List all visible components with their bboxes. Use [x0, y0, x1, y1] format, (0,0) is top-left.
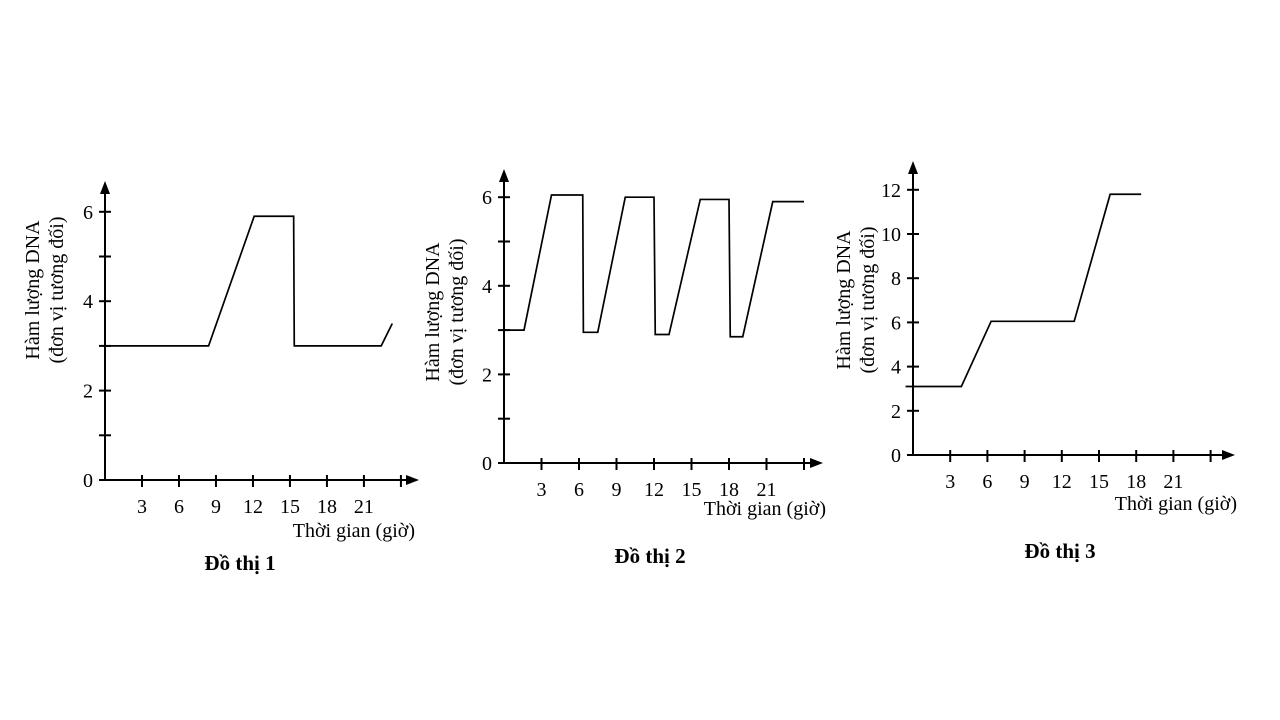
x-tick-label: 3	[945, 471, 955, 493]
y-tick-label: 4	[482, 276, 492, 298]
chart-title: Đồ thị 1	[204, 551, 276, 575]
x-tick-label: 18	[719, 479, 739, 501]
y-axis-title: Hàm lượng DNA (đơn vị tương đối)	[421, 239, 469, 386]
x-tick-label: 12	[1052, 471, 1072, 493]
x-tick-label: 12	[644, 479, 664, 501]
y-tick-label: 6	[891, 312, 901, 334]
y-tick-label: 0	[482, 453, 492, 475]
y-axis-title-line1: Hàm lượng DNA	[833, 230, 855, 370]
y-axis-title-line1: Hàm lượng DNA	[422, 242, 444, 382]
x-axis-title: Thời gian (giờ)	[292, 520, 415, 542]
y-tick-label: 10	[881, 224, 901, 246]
x-axis-arrow-icon	[406, 475, 419, 485]
chart-do-thi-3: 3 6 9 12 15 18 21 0 2 4 6 8 10 12 Hàm lượng DNA (đơn …	[833, 150, 1280, 600]
chart-title: Đồ thị 2	[614, 544, 686, 568]
x-axis-title: Thời gian (giờ)	[703, 498, 826, 520]
y-axis-title-line2: (đơn vị tương đối)	[46, 216, 68, 364]
x-tick-label: 6	[982, 471, 992, 493]
chart-canvas-1: 3 6 9 12 15 18 21 0 2 4 6	[83, 181, 419, 518]
y-tick-label: 4	[83, 291, 93, 313]
x-tick-label: 9	[211, 496, 221, 518]
x-tick-label: 21	[1163, 471, 1183, 493]
chart-title: Đồ thị 3	[1024, 539, 1096, 563]
y-axis-title-line2: (đơn vị tương đối)	[857, 226, 879, 374]
y-axis-arrow-icon	[100, 181, 110, 194]
x-tick-label: 15	[682, 479, 702, 501]
y-axis-title-line1: Hàm lượng DNA	[22, 220, 44, 360]
x-tick-label: 9	[612, 479, 622, 501]
chart-do-thi-2: 3 6 9 12 15 18 21 0 2 4 6 Hàm lượng DNA (đơn vị tư…	[420, 150, 832, 600]
x-axis-title: Thời gian (giờ)	[1114, 493, 1237, 515]
x-tick-label: 18	[317, 496, 337, 518]
y-tick-label: 2	[83, 381, 93, 403]
x-axis-arrow-icon	[1222, 450, 1235, 460]
x-tick-label: 9	[1020, 471, 1030, 493]
y-tick-label: 2	[891, 401, 901, 423]
y-tick-label: 0	[83, 470, 93, 492]
y-tick-label: 8	[891, 268, 901, 290]
y-tick-label: 12	[881, 180, 901, 202]
x-tick-label: 6	[574, 479, 584, 501]
y-axis-arrow-icon	[499, 169, 509, 182]
x-tick-label: 21	[354, 496, 374, 518]
y-tick-label: 6	[83, 202, 93, 224]
y-tick-label: 0	[891, 445, 901, 467]
y-axis-title: Hàm lượng DNA (đơn vị tương đối)	[21, 217, 69, 364]
y-axis-title-line2: (đơn vị tương đối)	[446, 238, 468, 386]
x-tick-label: 3	[537, 479, 547, 501]
x-tick-label: 12	[243, 496, 263, 518]
x-tick-label: 3	[137, 496, 147, 518]
dna-amount-line-series	[105, 215, 394, 347]
y-tick-label: 4	[891, 357, 901, 379]
x-tick-label: 21	[757, 479, 777, 501]
chart-do-thi-1: 3 6 9 12 15 18 21 0 2 4 6 Hàm lượng DNA (đơn vị tư…	[0, 150, 430, 600]
dna-amount-line-series	[504, 194, 804, 338]
y-tick-label: 2	[482, 364, 492, 386]
chart-canvas-2: 3 6 9 12 15 18 21 0 2 4 6	[482, 169, 823, 501]
chart-canvas-3: 3 6 9 12 15 18 21 0 2 4 6 8 10 12	[881, 161, 1235, 493]
x-tick-label: 18	[1126, 471, 1146, 493]
y-axis-arrow-icon	[908, 161, 918, 174]
x-tick-label: 15	[280, 496, 300, 518]
x-tick-label: 15	[1089, 471, 1109, 493]
x-axis-arrow-icon	[810, 458, 823, 468]
dna-amount-line-series	[905, 193, 1142, 388]
y-axis-title: Hàm lượng DNA (đơn vị tương đối)	[832, 227, 880, 374]
y-tick-label: 6	[482, 187, 492, 209]
x-tick-label: 6	[174, 496, 184, 518]
